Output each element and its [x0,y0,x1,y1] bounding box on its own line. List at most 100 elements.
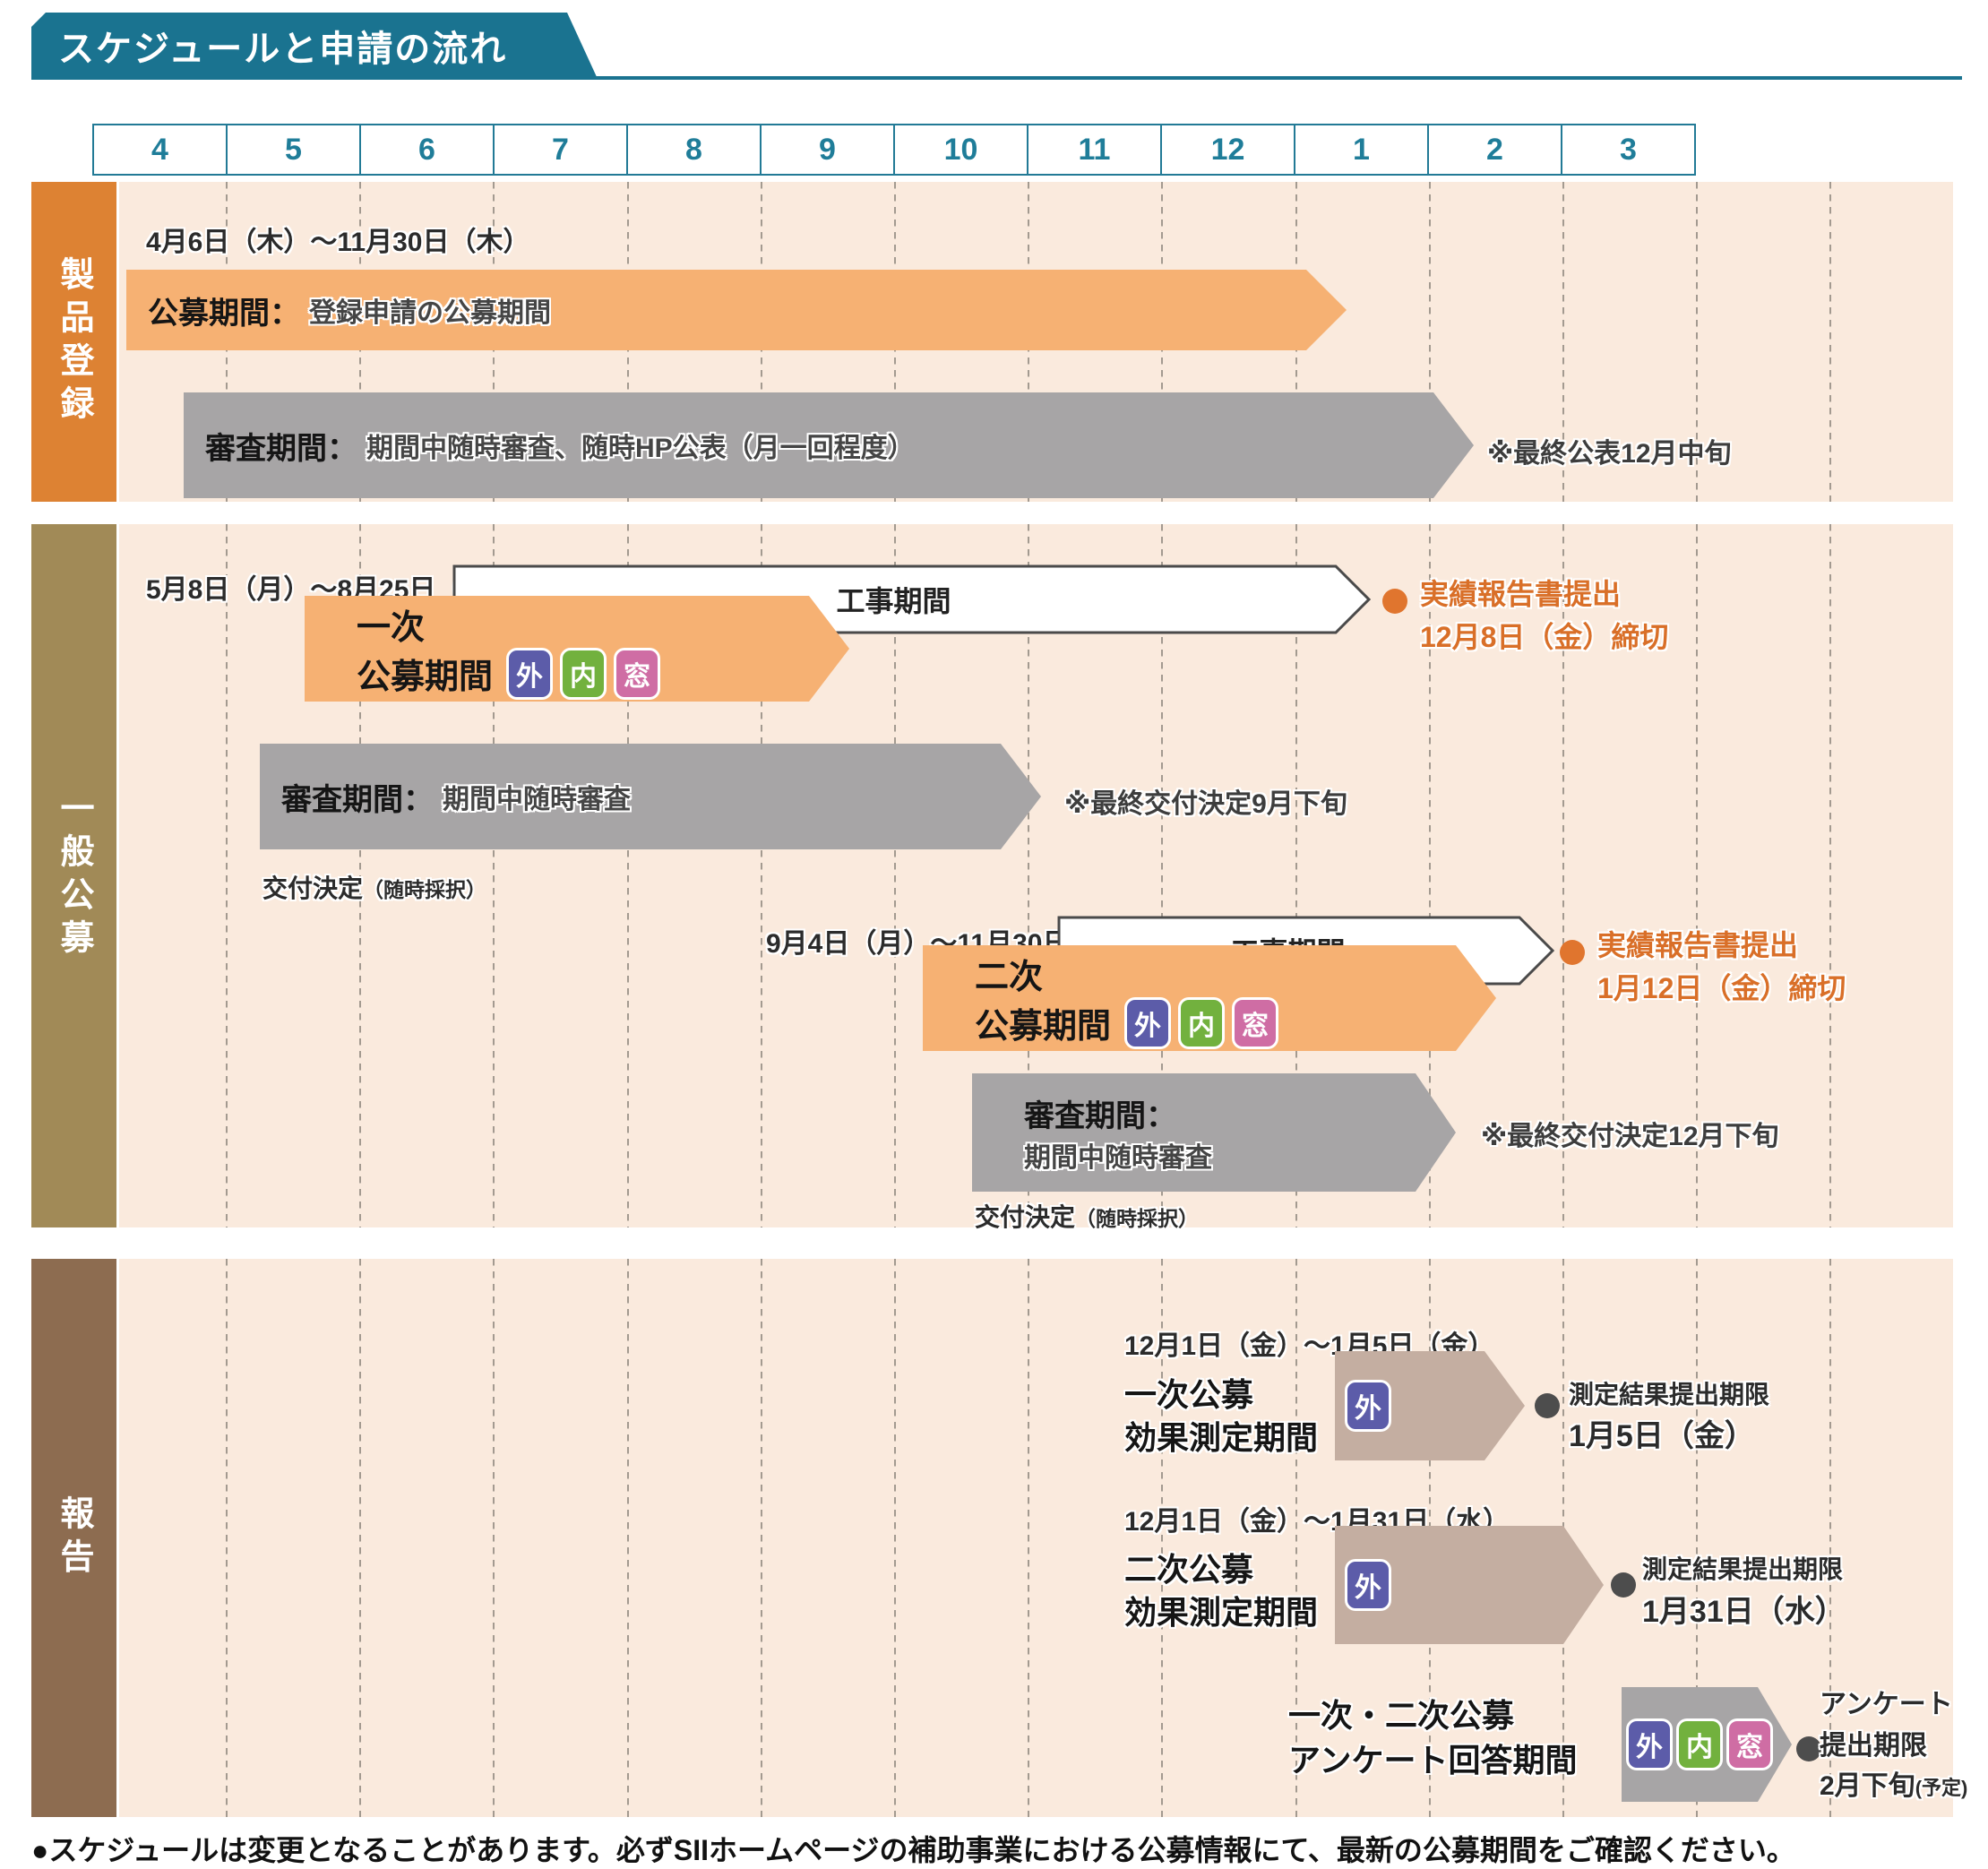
milestone-dot [1796,1736,1821,1761]
badge-exterior: 外 [509,650,550,697]
section-label-text: 報告 [55,1494,92,1581]
month-cell-5: 5 [226,125,359,174]
month-cell-11: 11 [1027,125,1160,174]
label-line2: アンケート回答期間 [1288,1742,1578,1779]
label-line2: 効果測定期間 [1124,1594,1319,1631]
month-gridline [761,524,762,1227]
month-gridline [1696,524,1698,1227]
month-gridline [1696,1259,1698,1817]
month-gridline [226,524,228,1227]
grant-decision-sub: （随時採択） [1075,1207,1200,1230]
final-announcement-note: ※最終公表12月中旬 [1487,439,1732,469]
survey-deadline-line2: 提出期限 [1820,1731,1927,1761]
section-label-product-registration: 製品登録 [31,182,116,502]
month-cell-12: 12 [1160,125,1294,174]
month-gridline [1295,1259,1297,1817]
month-cell-10: 10 [893,125,1027,174]
badge-interior: 内 [1181,1000,1222,1046]
month-gridline [493,524,495,1227]
month-gridline [627,1259,629,1817]
grant-decision-sub: （随時採択） [363,878,487,901]
month-gridline [1562,182,1564,502]
month-gridline [1562,524,1564,1227]
section-label-general-offering: 一般公募 [31,524,116,1227]
report-panel: 12月1日（金）～1月5日（金） 一次公募 効果測定期間 外 測定結果提出期限 … [119,1259,1967,1817]
month-gridline [359,1259,361,1817]
section-label-report: 報告 [31,1259,116,1817]
bar-desc: 期間中随時審査 [443,785,631,814]
date-range-product: 4月6日（木）～11月30日（木） [146,228,530,257]
product-registration-panel: 4月6日（木）～11月30日（木） 公募期間： 登録申請の公募期間 審査期間： … [119,182,1953,502]
month-gridline [1696,182,1698,502]
label-line1: 一次公募 [1124,1376,1254,1413]
survey-deadline-date: 2月下旬 [1820,1771,1915,1801]
bar-desc: 期間中随時審査 [1024,1142,1212,1173]
measure-deadline-title-2: 測定結果提出期限 [1642,1555,1844,1583]
survey-period-bar: 外 内 窓 [1622,1687,1792,1802]
title-banner: スケジュールと申請の流れ [31,13,598,79]
month-cell-3: 3 [1561,125,1694,174]
report-submit-deadline-2: 1月12日（金）締切 [1597,972,1846,1004]
round-line2: 公募期間 [975,1008,1112,1046]
final-grant-note-1: ※最終交付決定9月下旬 [1064,789,1347,819]
bar-desc: 登録申請の公募期間 [309,298,551,328]
second-round-offering-bar: 二次 公募期間 外 内 窓 [923,945,1496,1051]
month-gridline [1028,1259,1029,1817]
grant-decision-text: 交付決定 [975,1203,1076,1231]
measure-label-2: 二次公募 効果測定期間 [1124,1548,1318,1634]
survey-deadline-line3: 2月下旬(予定) [1820,1763,1967,1803]
badge-exterior: 外 [1347,1382,1389,1429]
month-gridline [1161,1259,1163,1817]
report-submit-label-1: 実績報告書提出 [1420,578,1622,610]
milestone-dot [1382,589,1407,614]
month-gridline [761,1259,762,1817]
month-cell-4: 4 [151,132,168,167]
survey-label: 一次・二次公募 アンケート回答期間 [1288,1693,1578,1783]
month-gridline [627,524,629,1227]
label-line1: 二次公募 [1124,1551,1254,1588]
month-gridline [226,1259,228,1817]
month-cell-2: 2 [1427,125,1561,174]
shinsa-period-bar: 審査期間： 期間中随時審査、随時HP公表（月一回程度） [184,392,1474,498]
badge-window: 窓 [1729,1721,1770,1768]
section-label-text: 一般公募 [55,789,92,962]
badge-interior: 内 [1679,1721,1720,1768]
page-title: スケジュールと申請の流れ [58,30,508,69]
grant-decision-2: 交付決定（随時採択） [975,1198,1199,1234]
month-cell-7: 7 [493,125,626,174]
month-cell-6: 6 [359,125,493,174]
measure-label-1: 一次公募 効果測定期間 [1124,1374,1318,1460]
report-submit-label-2: 実績報告書提出 [1597,929,1799,961]
month-gridline [359,524,361,1227]
construction-period-label: 工事期間 [836,585,951,617]
badge-exterior: 外 [1629,1721,1670,1768]
survey-deadline-line1: アンケート [1820,1690,1953,1719]
title-underline [31,76,1962,80]
month-cell-1: 1 [1294,125,1427,174]
round-line1: 二次 [975,959,1044,996]
month-cell-9: 9 [760,125,893,174]
badge-window: 窓 [616,650,658,697]
month-gridline [894,524,896,1227]
round-line2: 公募期間 [357,659,494,696]
badge-window: 窓 [1235,1000,1276,1046]
label-line1: 一次・二次公募 [1288,1697,1515,1734]
round-line1: 一次 [357,609,426,647]
month-gridline [1829,524,1831,1227]
report-submit-deadline-1: 12月8日（金）締切 [1420,621,1669,653]
month-gridline [1161,524,1163,1227]
shinsa-period-bar-1: 審査期間： 期間中随時審査 [260,744,1041,849]
milestone-dot [1611,1572,1636,1598]
month-cell-8: 8 [626,125,760,174]
badge-exterior: 外 [1347,1562,1389,1608]
month-gridline [493,1259,495,1817]
footer-note: ●スケジュールは変更となることがあります。必ずSIIホームページの補助事業におけ… [31,1834,1795,1866]
measure-deadline-title-1: 測定結果提出期限 [1569,1381,1770,1408]
survey-deadline-suffix: (予定) [1915,1777,1968,1799]
label-line2: 効果測定期間 [1124,1419,1319,1456]
badge-exterior: 外 [1127,1000,1168,1046]
month-gridline [1829,182,1831,502]
final-grant-note-2: ※最終交付決定12月下旬 [1481,1122,1779,1151]
milestone-dot [1535,1393,1560,1418]
